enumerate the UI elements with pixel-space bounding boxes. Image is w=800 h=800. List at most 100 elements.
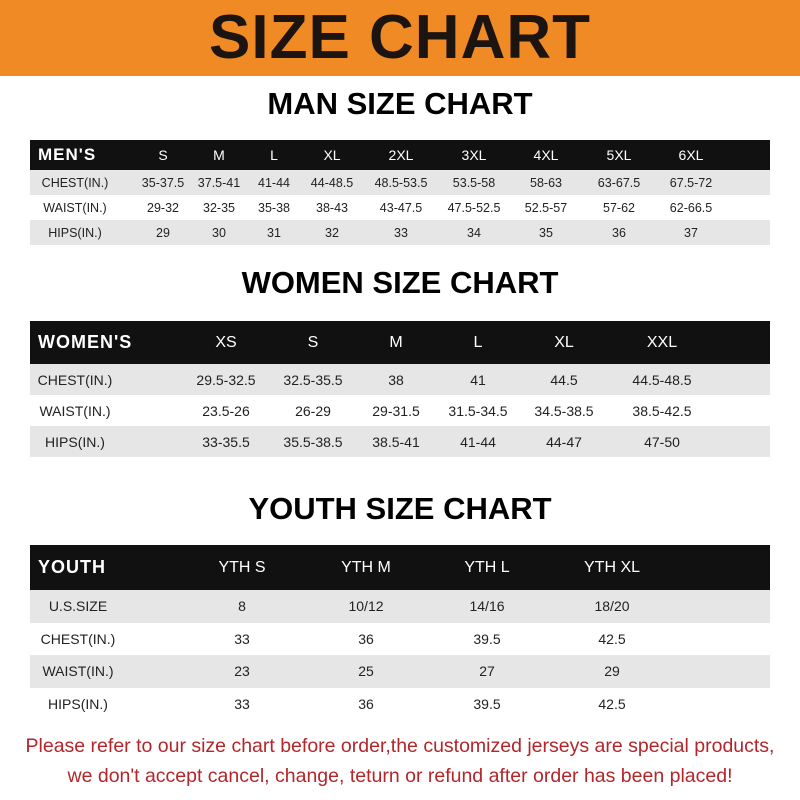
table-category-label: MEN'S: [38, 145, 97, 164]
table-cell: 14/16: [469, 598, 505, 615]
table-row: WAIST(IN.) 29-32 32-35 35-38 38-43 43-47.5 47.…: [30, 195, 770, 220]
size-header-cell: 2XL: [388, 147, 414, 163]
footer-notice-line-1: Please refer to our size chart before or…: [25, 735, 775, 757]
table-cell: 32.5-35.5: [283, 371, 343, 388]
size-header-cell: 6XL: [678, 147, 704, 163]
size-header-cell: L: [473, 333, 483, 351]
table-cell: 37: [684, 225, 698, 240]
table-row: HIPS(IN.) 33 36 39.5 42.5: [30, 687, 770, 720]
header-banner: SIZE CHART: [0, 0, 800, 76]
size-header-cell: S: [307, 333, 319, 351]
row-label: WAIST(IN.): [43, 200, 107, 215]
row-label: WAIST(IN.): [39, 402, 111, 419]
women-section-title: WOMEN SIZE CHART: [241, 265, 559, 300]
table-cell: 47-50: [644, 433, 680, 450]
table-category-label: WOMEN'S: [38, 332, 133, 352]
table-cell: 32: [325, 225, 339, 240]
table-cell: 36: [612, 225, 626, 240]
size-header-cell: XS: [215, 333, 237, 351]
table-cell: 35-37.5: [141, 175, 185, 190]
size-header-cell: XL: [323, 147, 341, 163]
table-cell: 41: [470, 371, 486, 388]
table-cell: 42.5: [598, 630, 626, 647]
table-cell: 38.5-41: [372, 433, 420, 450]
table-cell: 31.5-34.5: [448, 402, 508, 419]
table-cell: 34: [467, 225, 481, 240]
size-header-cell: YTH S: [218, 558, 266, 576]
table-row: WAIST(IN.) 23.5-26 26-29 29-31.5 31.5-34.5 34…: [30, 395, 770, 426]
table-row: HIPS(IN.) 29 30 31 32 33 34 35 36 37: [30, 220, 770, 245]
row-label: HIPS(IN.): [45, 433, 105, 450]
table-cell: 8: [238, 598, 246, 615]
table-header-row: WOMEN'S XS S M L XL XXL: [30, 321, 770, 364]
table-cell: 23: [234, 663, 250, 680]
row-label: HIPS(IN.): [48, 225, 102, 240]
table-cell: 63-67.5: [597, 175, 641, 190]
row-label: CHEST(IN.): [41, 175, 109, 190]
table-cell: 42.5: [598, 695, 626, 712]
table-row: CHEST(IN.) 29.5-32.5 32.5-35.5 38 41 44.5 44.5…: [30, 364, 770, 395]
table-cell: 38: [388, 371, 404, 388]
table-cell: 43-47.5: [379, 200, 423, 215]
size-header-cell: YTH XL: [583, 558, 641, 576]
footer-notice-line-2: we don't accept cancel, change, teturn o…: [67, 765, 733, 787]
size-header-cell: L: [270, 147, 278, 163]
size-header-cell: YTH M: [341, 558, 391, 576]
table-cell: 44.5-48.5: [632, 371, 692, 388]
size-header-cell: M: [213, 147, 225, 163]
table-cell: 57-62: [603, 200, 635, 215]
table-cell: 44.5: [550, 371, 578, 388]
table-cell: 37.5-41: [197, 175, 241, 190]
table-cell: 44-48.5: [310, 175, 354, 190]
table-row: CHEST(IN.) 33 36 39.5 42.5: [30, 622, 770, 655]
youth-section-title: YOUTH SIZE CHART: [248, 491, 552, 526]
table-cell: 33: [234, 630, 250, 647]
table-cell: 34.5-38.5: [534, 402, 594, 419]
table-cell: 32-35: [203, 200, 235, 215]
table-cell: 39.5: [473, 695, 501, 712]
table-cell: 23.5-26: [202, 402, 250, 419]
table-cell: 33-35.5: [202, 433, 250, 450]
table-cell: 41-44: [258, 175, 290, 190]
table-cell: 38.5-42.5: [632, 402, 692, 419]
table-row: CHEST(IN.) 35-37.5 37.5-41 41-44 44-48.5 48.5…: [30, 170, 770, 195]
table-cell: 29: [604, 663, 620, 680]
table-cell: 35-38: [258, 200, 290, 215]
size-header-cell: 3XL: [461, 147, 487, 163]
table-cell: 53.5-58: [452, 175, 496, 190]
table-cell: 33: [394, 225, 408, 240]
size-header-cell: XL: [554, 333, 574, 351]
table-cell: 27: [479, 663, 495, 680]
size-header-cell: 4XL: [533, 147, 559, 163]
table-cell: 58-63: [530, 175, 562, 190]
row-label: CHEST(IN.): [37, 371, 113, 388]
table-row: WAIST(IN.) 23 25 27 29: [30, 655, 770, 688]
table-cell: 29: [156, 225, 170, 240]
row-label: U.S.SIZE: [48, 598, 108, 615]
size-header-cell: M: [389, 333, 403, 351]
table-cell: 41-44: [460, 433, 496, 450]
table-cell: 25: [358, 663, 374, 680]
table-header-row: YOUTH YTH S YTH M YTH L YTH XL: [30, 545, 770, 590]
table-header-row: MEN'S S M L XL 2XL 3XL 4XL 5XL 6XL: [30, 140, 770, 170]
size-header-cell: S: [158, 147, 168, 163]
table-category-label: YOUTH: [38, 557, 106, 577]
table-cell: 48.5-53.5: [374, 175, 428, 190]
table-row: U.S.SIZE 8 10/12 14/16 18/20: [30, 590, 770, 623]
table-cell: 47.5-52.5: [447, 200, 501, 215]
table-cell: 39.5: [473, 630, 501, 647]
table-cell: 29-31.5: [372, 402, 420, 419]
row-label: HIPS(IN.): [48, 695, 108, 712]
table-cell: 31: [267, 225, 281, 240]
size-header-cell: YTH L: [464, 558, 510, 576]
table-cell: 30: [212, 225, 226, 240]
table-cell: 36: [358, 695, 374, 712]
table-cell: 62-66.5: [669, 200, 713, 215]
table-cell: 26-29: [295, 402, 331, 419]
table-cell: 35.5-38.5: [283, 433, 343, 450]
table-cell: 33: [234, 695, 250, 712]
table-row: HIPS(IN.) 33-35.5 35.5-38.5 38.5-41 41-44 44-…: [30, 426, 770, 457]
table-cell: 18/20: [594, 598, 630, 615]
table-cell: 52.5-57: [524, 200, 568, 215]
table-cell: 67.5-72: [669, 175, 713, 190]
